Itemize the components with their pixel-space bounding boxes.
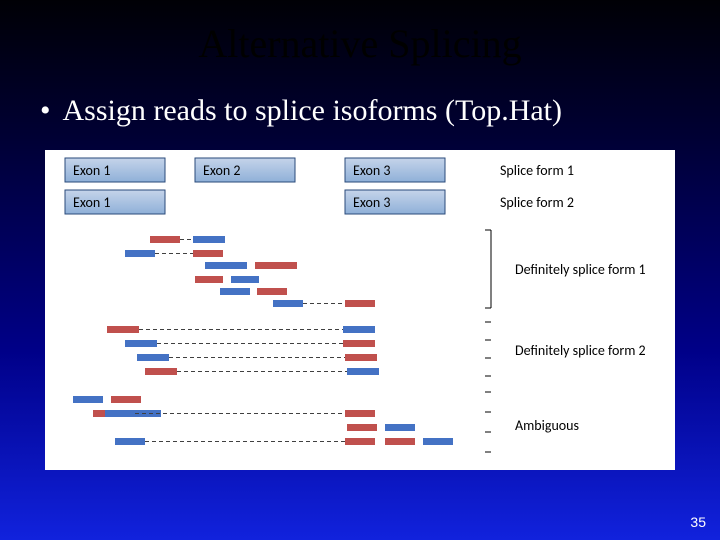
splicing-diagram: Exon 1 Exon 2 Exon 3 Splice form 1 Exon 1 Exo… xyxy=(45,150,675,470)
read-segment xyxy=(145,368,177,375)
splice-form-label: Splice form 2 xyxy=(500,194,574,211)
exon-label: Exon 3 xyxy=(353,194,391,211)
slide-title: Alternative Splicing xyxy=(0,20,720,67)
group-label: Ambiguous xyxy=(515,417,579,434)
exon-label: Exon 2 xyxy=(203,162,241,179)
read-segment xyxy=(137,354,169,361)
read-segment xyxy=(345,354,377,361)
group-label: Definitely splice form 2 xyxy=(515,342,646,359)
read-segment xyxy=(73,396,103,403)
bullet-icon: • xyxy=(40,94,51,128)
read-segment xyxy=(345,300,375,307)
read-segment xyxy=(255,262,297,269)
splice-form-label: Splice form 1 xyxy=(500,162,574,179)
read-segment xyxy=(125,340,157,347)
read-segment xyxy=(347,368,379,375)
read-segment xyxy=(273,300,303,307)
read-segment xyxy=(195,276,223,283)
read-segment xyxy=(385,438,415,445)
exon-label: Exon 3 xyxy=(353,162,391,179)
read-segment xyxy=(107,326,139,333)
read-segment xyxy=(343,326,375,333)
read-segment xyxy=(193,236,225,243)
exon-label: Exon 1 xyxy=(73,194,111,211)
group-label: Definitely splice form 1 xyxy=(515,261,646,278)
page-number: 35 xyxy=(690,514,706,530)
read-segment xyxy=(125,250,155,257)
bullet-text: Assign reads to splice isoforms (Top.Hat… xyxy=(63,94,562,127)
read-segment xyxy=(257,288,287,295)
read-segment xyxy=(345,410,375,417)
read-segment xyxy=(111,396,141,403)
read-segment xyxy=(343,340,375,347)
read-segment xyxy=(193,250,223,257)
read-segment xyxy=(347,424,377,431)
read-segment xyxy=(423,438,453,445)
read-segment xyxy=(231,276,259,283)
read-segment xyxy=(345,438,375,445)
slide: Alternative Splicing • Assign reads to sp… xyxy=(0,0,720,540)
read-segment xyxy=(115,438,145,445)
read-segment xyxy=(205,262,247,269)
read-segment xyxy=(220,288,250,295)
read-segment xyxy=(105,410,135,417)
read-segment xyxy=(150,236,180,243)
bullet-row: • Assign reads to splice isoforms (Top.Ha… xyxy=(40,94,562,128)
exon-label: Exon 1 xyxy=(73,162,111,179)
group-bracket xyxy=(485,230,491,308)
read-segment xyxy=(385,424,415,431)
